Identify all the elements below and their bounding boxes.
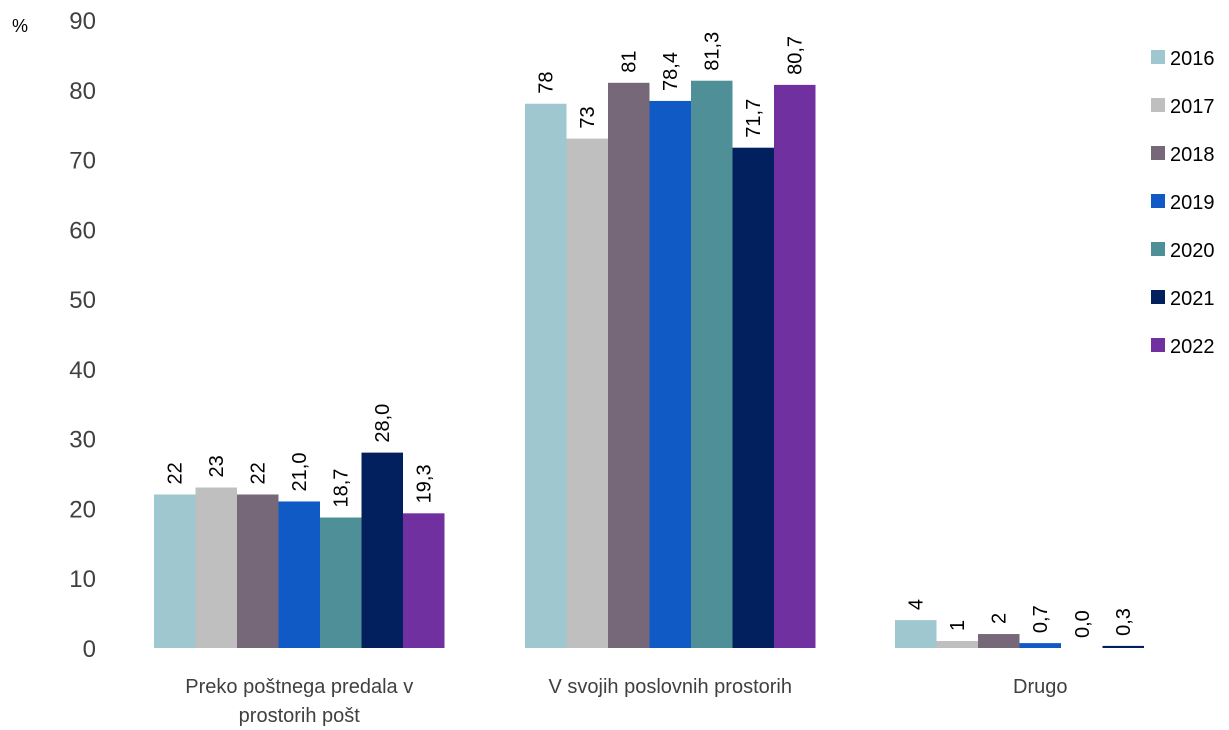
- x-tick-line: V svojih poslovnih prostorih: [549, 676, 792, 698]
- bar-2019-1: [649, 100, 691, 649]
- x-tick-label: Preko poštnega predala v prostorih pošt: [185, 676, 413, 727]
- bar-2016-2: [895, 620, 937, 648]
- data-label-2016-0: 22: [165, 462, 187, 484]
- y-tick-label: 50: [69, 287, 96, 314]
- data-label-2021-0: 28,0: [372, 404, 394, 443]
- data-label-2016-2: 4: [906, 599, 928, 610]
- legend-label-2022: 2022: [1170, 336, 1215, 358]
- data-label-2022-1: 80,7: [785, 36, 807, 75]
- data-label-2019-0: 21,0: [289, 453, 311, 492]
- bar-2021-1: [732, 147, 774, 648]
- legend-label-2019: 2019: [1170, 192, 1215, 214]
- x-tick-line: prostorih pošt: [239, 705, 361, 727]
- y-tick-label: 30: [69, 427, 96, 454]
- bar-2021-0: [361, 452, 403, 648]
- data-label-2017-1: 73: [577, 106, 599, 128]
- data-label-2021-2: 0,3: [1113, 608, 1135, 636]
- bar-2016-0: [154, 494, 196, 648]
- legend-label-2018: 2018: [1170, 144, 1215, 166]
- x-tick-label: Drugo: [1013, 676, 1067, 698]
- bar-2017-0: [195, 487, 237, 648]
- bar-2018-0: [237, 494, 279, 648]
- legend-swatch-2022: [1151, 338, 1165, 352]
- legend-swatch-2017: [1151, 98, 1165, 112]
- legend: 2016 2017 2018 2019 2020 2021 2022: [1151, 48, 1215, 358]
- data-label-2020-1: 81,3: [702, 32, 724, 71]
- bar-2017-1: [566, 138, 608, 648]
- x-tick-line: Drugo: [1013, 676, 1067, 698]
- bars: [154, 80, 1144, 649]
- legend-label-2021: 2021: [1170, 288, 1215, 310]
- y-tick-label: 60: [69, 217, 96, 244]
- x-tick-line: Preko poštnega predala v: [185, 676, 413, 698]
- legend-label-2017: 2017: [1170, 96, 1215, 118]
- bar-2022-0: [403, 513, 445, 648]
- data-labels: 22 78 4 23 73 1 22 81 2 21,0 78,4 0,7 18,7 81,3 0,0 28,…: [165, 32, 1136, 638]
- data-label-2018-1: 81: [619, 51, 641, 73]
- data-label-2017-0: 23: [206, 455, 228, 477]
- bar-2018-1: [608, 82, 650, 649]
- legend-swatch-2020: [1151, 242, 1165, 256]
- bar-2019-0: [278, 501, 320, 648]
- y-tick-label: 70: [69, 148, 96, 175]
- data-label-2018-0: 22: [248, 462, 270, 484]
- x-tick-label: V svojih poslovnih prostorih: [549, 676, 792, 698]
- data-label-2020-0: 18,7: [331, 469, 353, 508]
- data-label-2022-0: 19,3: [414, 464, 436, 503]
- x-axis: Preko poštnega predala v prostorih pošt V …: [185, 676, 1067, 727]
- legend-swatch-2019: [1151, 194, 1165, 208]
- bar-2016-1: [525, 103, 567, 648]
- bar-2018-2: [978, 634, 1020, 648]
- y-axis: 0 10 20 30 40 50 60 70 80 90%: [12, 8, 96, 663]
- data-label-2021-1: 71,7: [743, 99, 765, 138]
- y-tick-label: 80: [69, 78, 96, 105]
- data-label-2017-2: 1: [947, 620, 969, 631]
- bar-2021-2: [1102, 645, 1144, 648]
- data-label-2016-1: 78: [536, 71, 558, 93]
- bar-2017-2: [936, 641, 978, 648]
- bar-2020-1: [691, 80, 733, 648]
- y-tick-label: 20: [69, 496, 96, 523]
- y-tick-label: 40: [69, 357, 96, 384]
- y-tick-label: 90: [69, 8, 96, 35]
- legend-swatch-2016: [1151, 50, 1165, 64]
- data-label-2019-2: 0,7: [1030, 605, 1052, 633]
- data-label-2019-1: 78,4: [660, 52, 682, 91]
- legend-label-2016: 2016: [1170, 48, 1215, 70]
- data-label-2018-2: 2: [989, 613, 1011, 624]
- legend-label-2020: 2020: [1170, 240, 1215, 262]
- legend-swatch-2021: [1151, 290, 1165, 304]
- data-label-2020-2: 0,0: [1072, 610, 1094, 638]
- bar-2019-2: [1019, 643, 1061, 648]
- bar-2020-0: [320, 517, 362, 648]
- y-tick-label: 10: [69, 566, 96, 593]
- legend-swatch-2018: [1151, 146, 1165, 160]
- bar-2022-1: [774, 84, 816, 649]
- y-tick-label: 0: [83, 636, 96, 663]
- y-unit-label: %: [12, 16, 28, 36]
